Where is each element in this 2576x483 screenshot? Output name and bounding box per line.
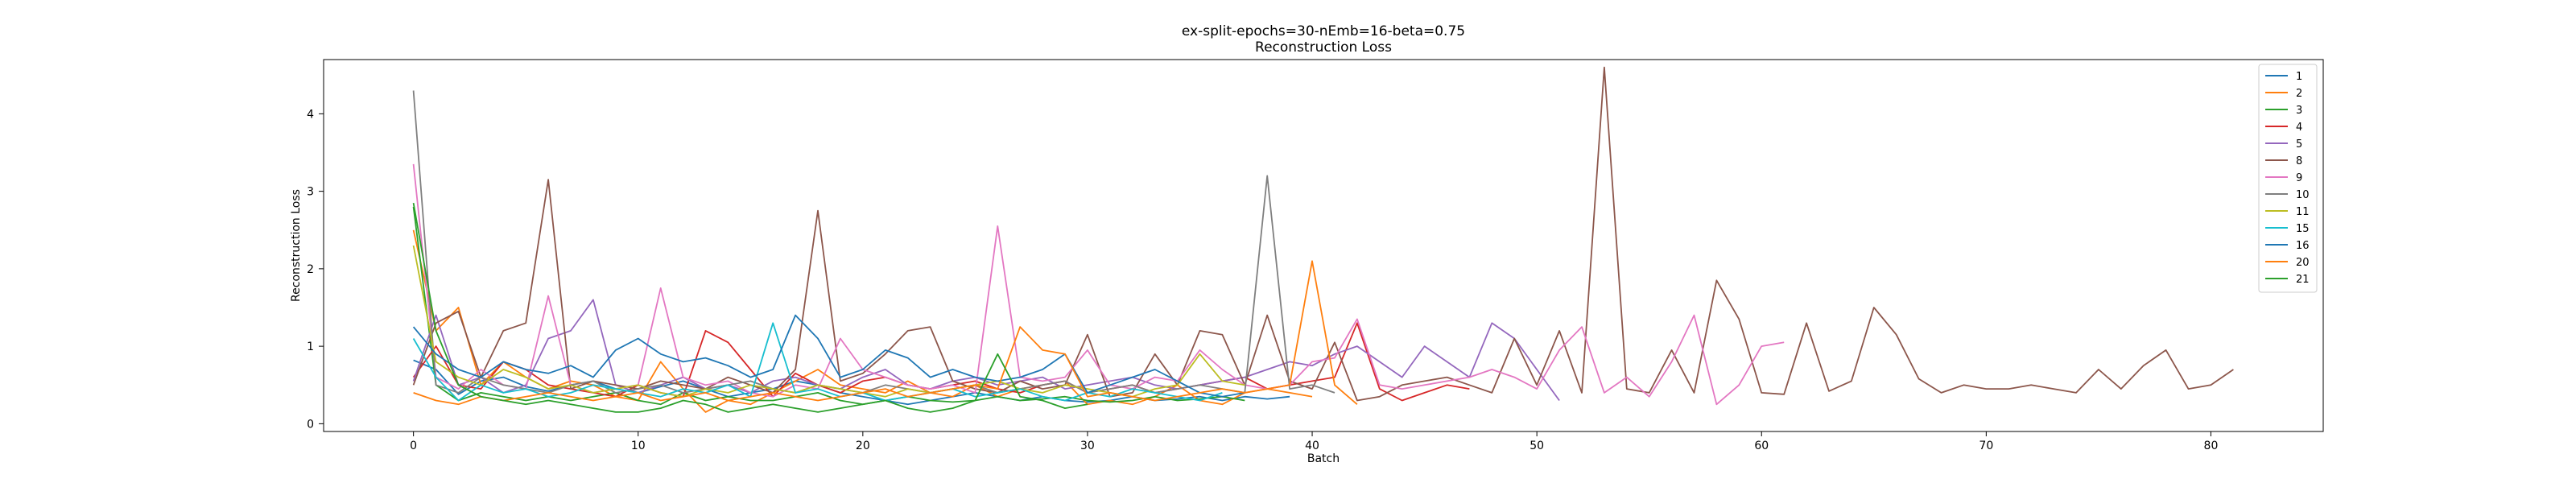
- legend-label: 5: [2296, 138, 2302, 151]
- legend-label: 3: [2296, 105, 2302, 117]
- y-tick-label: 0: [307, 418, 314, 431]
- series-line-11: [412, 245, 1245, 398]
- legend-box: [2258, 64, 2318, 293]
- y-tick-label: 2: [307, 263, 314, 276]
- x-tick-label: 80: [2204, 440, 2219, 452]
- legend-label: 11: [2296, 206, 2310, 218]
- y-tick-label: 1: [307, 341, 314, 353]
- x-axis: 0 10 20 30 40 50 60 70 80: [410, 431, 2218, 452]
- legend-label: 15: [2296, 223, 2310, 235]
- legend-label: 1: [2296, 71, 2302, 83]
- series-line-8: [412, 66, 2234, 402]
- y-tick-label: 4: [307, 108, 314, 121]
- y-axis-label: Reconstruction Loss: [290, 189, 303, 302]
- x-tick-label: 10: [631, 440, 646, 452]
- legend-label: 20: [2296, 257, 2310, 269]
- legend-label: 8: [2296, 155, 2302, 167]
- series-line-3: [412, 206, 1245, 406]
- series-line-21: [412, 202, 1088, 413]
- y-axis: 0 1 2 3 4: [307, 108, 324, 431]
- x-tick-label: 60: [1754, 440, 1769, 452]
- legend-label: 21: [2296, 274, 2310, 286]
- x-tick-label: 70: [1979, 440, 1993, 452]
- series-line-16: [412, 314, 1245, 398]
- legend: 1 2 3 4 5 8 9 10 11 15 16 20 21: [2258, 64, 2318, 293]
- axes-frame: [323, 59, 2324, 432]
- legend-label: 10: [2296, 189, 2310, 201]
- series-line-2: [412, 229, 1313, 413]
- x-tick-label: 30: [1080, 440, 1095, 452]
- x-axis-label: Batch: [1307, 452, 1340, 465]
- x-tick-label: 0: [410, 440, 417, 452]
- x-tick-label: 40: [1305, 440, 1319, 452]
- series-line-10: [412, 90, 1335, 394]
- chart-title: ex-split-epochs=30-nEmb=16-beta=0.75: [1182, 23, 1465, 39]
- x-tick-label: 20: [856, 440, 870, 452]
- plot-area: [412, 66, 2234, 413]
- legend-label: 2: [2296, 88, 2302, 100]
- legend-label: 4: [2296, 122, 2302, 134]
- series-line-9: [412, 163, 1785, 406]
- y-tick-label: 3: [307, 186, 314, 199]
- chart-subtitle: Reconstruction Loss: [1255, 39, 1392, 56]
- legend-label: 16: [2296, 240, 2310, 252]
- x-tick-label: 50: [1530, 440, 1544, 452]
- series-line-20: [413, 260, 1358, 406]
- legend-label: 9: [2296, 172, 2302, 184]
